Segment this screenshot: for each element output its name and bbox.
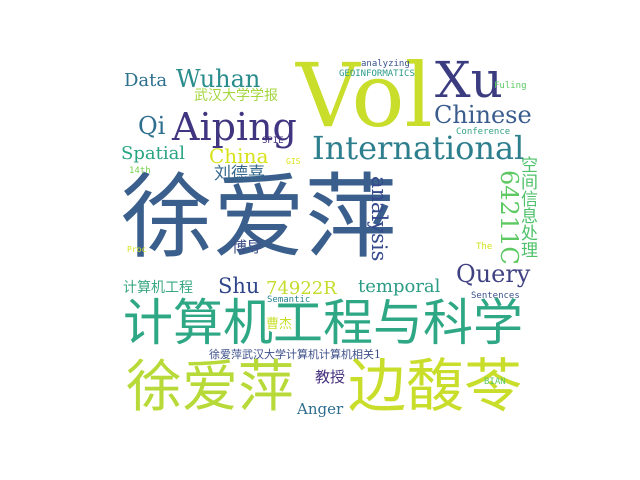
word-gis: GIS: [286, 157, 301, 166]
word-query: Query: [456, 260, 531, 288]
word-xu-aiping: 徐爱萍: [126, 355, 294, 420]
word-aiping: Aiping: [172, 105, 297, 149]
word-cao-jie: 曹杰: [266, 317, 293, 332]
word-semantic: Semantic: [267, 295, 311, 305]
word-anger: Anger: [297, 400, 344, 418]
word-computer-engineering-and-science: 计算机工程与科学: [123, 294, 523, 352]
word-xu: Xu: [435, 51, 503, 109]
word-analysis: analysis: [367, 176, 391, 262]
word-64211c: 64211C: [495, 170, 523, 265]
word-74922r: 74922R: [266, 278, 337, 299]
word-xu-aiping-large: 徐爱萍: [121, 164, 398, 271]
word-bian-fuling: 边馥苓: [348, 352, 523, 420]
word-fuling: Fuling: [494, 81, 527, 91]
word-the: The: [476, 242, 493, 252]
word-temporal: temporal: [358, 276, 441, 297]
word-conference: Conference: [456, 127, 511, 137]
word-computer-engineering: 计算机工程: [123, 280, 193, 296]
word-china: China: [209, 144, 269, 168]
word-liu-dexi: 刘德喜: [214, 164, 265, 184]
word-bian: BIAN: [484, 377, 506, 387]
word-professor: 教授: [315, 368, 346, 386]
word-wuhan: Wuhan: [176, 65, 261, 93]
word-chinese: Chinese: [434, 101, 532, 129]
word-vol: Vol: [296, 44, 433, 147]
word-xu-aiping-whu-related: 徐爱萍武汉大学计算机计算机相关1: [209, 348, 381, 361]
word-sentences: Sentences: [471, 291, 520, 301]
word-spatial-info-processing: 空间信息处理: [517, 156, 537, 258]
word-shu: Shu: [218, 274, 260, 298]
word-spatial: Spatial: [121, 143, 186, 164]
word-qi: Qi: [138, 112, 166, 140]
word-phd-supervisor: 博导: [232, 238, 263, 256]
word-proc: Proc: [127, 245, 147, 254]
word-spie: SPIE: [262, 136, 284, 146]
word-international: International: [312, 129, 525, 167]
word-14th: 14th: [129, 166, 151, 176]
word-wuhan-university-journal: 武汉大学学报: [194, 88, 278, 104]
word-analyzing: analyzing: [361, 59, 410, 69]
word-data: Data: [124, 70, 168, 91]
word-geoinformatics: GEOINFORMATICS: [339, 69, 415, 79]
